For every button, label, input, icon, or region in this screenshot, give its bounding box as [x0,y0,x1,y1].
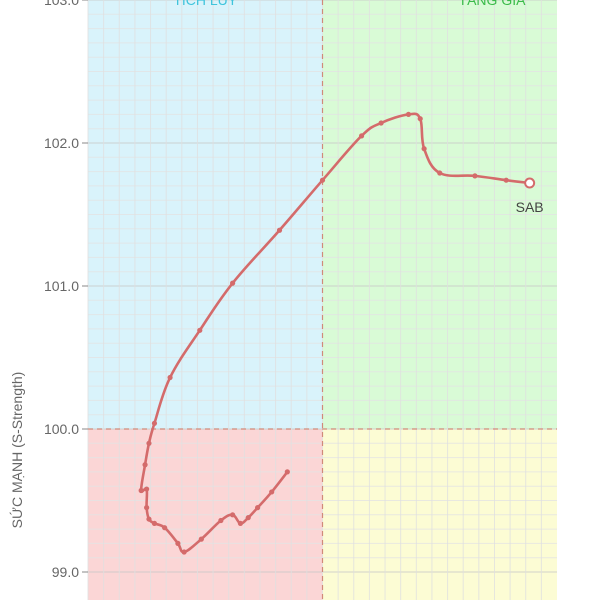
series-point [245,515,251,521]
y-axis: 99.0 100.0 101.0 102.0 103.0 [44,0,88,580]
quadrant-labels: TÍCH LŨY TĂNG GIÁ [173,0,526,8]
series-point [144,505,150,511]
series-point [358,133,365,139]
series-point [230,512,236,518]
series-point [378,120,384,126]
y-tick-label: 102.0 [44,135,79,151]
quadrant-label-top-right: TĂNG GIÁ [459,0,527,8]
series-point [167,374,173,381]
series-point [421,146,427,152]
series-point [218,517,224,524]
series-point [237,520,244,526]
series-point [146,516,152,522]
series-end-label: SAB [516,199,544,215]
series-point [284,469,290,475]
series-point [198,536,204,542]
series-point [417,116,423,122]
series-end-point [524,177,536,189]
series-point [472,173,478,179]
series-point [162,525,168,531]
y-axis-title: SỨC MẠNH (S-Strength) [9,372,25,529]
series-point [437,170,443,176]
center-lines [88,0,557,600]
y-tick-label: 99.0 [52,564,79,580]
series-point [175,540,181,547]
series-point [146,440,152,446]
series-layer: SAB [138,111,544,555]
series-point [138,487,144,494]
series-point [503,177,509,183]
y-tick-label: 100.0 [44,421,79,437]
y-tick-label: 103.0 [44,0,79,8]
series-point [151,420,158,426]
series-point [255,505,261,511]
series-point [319,177,326,183]
quadrant-label-top-left: TÍCH LŨY [173,0,237,8]
series-point [405,111,412,117]
y-tick-label: 101.0 [44,278,79,294]
series-point [181,549,187,555]
series-point [269,489,275,495]
series-point [142,462,148,468]
series-point [230,280,236,286]
series-point [197,327,203,333]
series-point [276,227,283,233]
series-point [144,486,150,492]
series-point [151,520,158,526]
